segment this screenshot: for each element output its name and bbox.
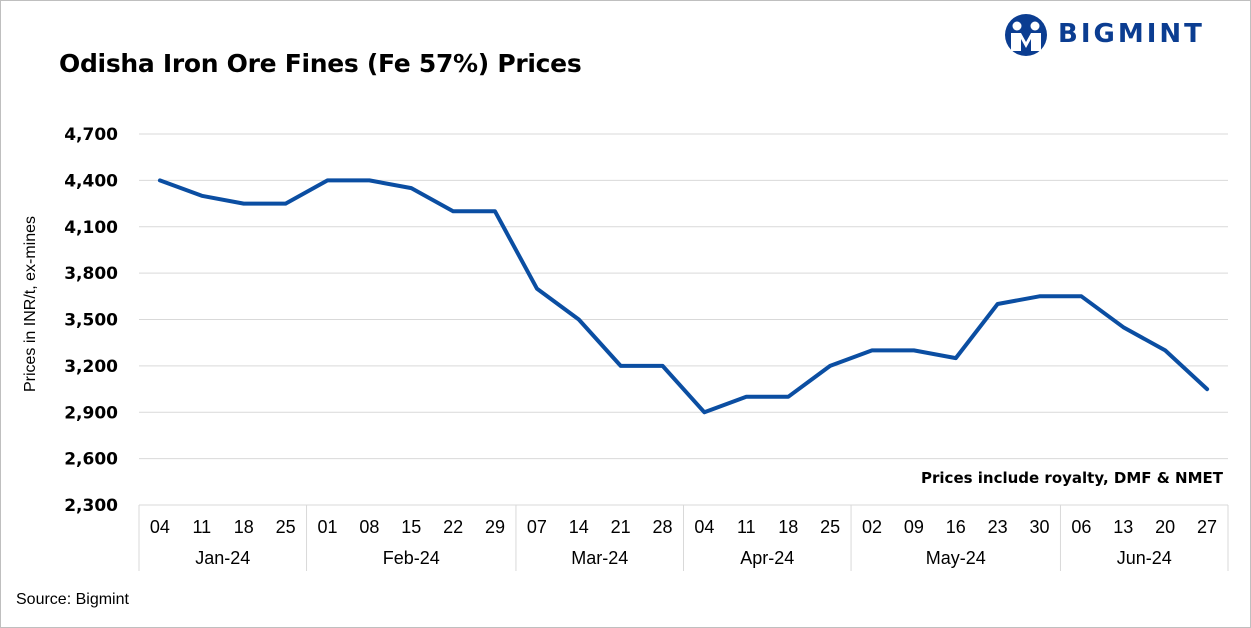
x-tick-label: 07 [527, 517, 547, 537]
x-group-label: May-24 [926, 548, 986, 568]
x-tick-label: 30 [1030, 517, 1050, 537]
y-tick-label: 4,700 [64, 125, 118, 145]
y-axis-label: Prices in INR/t, ex-mines [22, 216, 39, 392]
x-group-label: Feb-24 [383, 548, 440, 568]
x-tick-label: 20 [1155, 517, 1175, 537]
y-tick-label: 2,300 [64, 496, 118, 516]
x-tick-label: 11 [737, 517, 756, 537]
grid-lines [139, 133, 1228, 460]
x-tick-label: 09 [904, 517, 924, 537]
x-tick-label: 23 [988, 517, 1008, 537]
y-tick-label: 3,200 [64, 357, 118, 377]
brand-wordmark: BIGMINT [1058, 19, 1205, 49]
y-tick-label: 2,900 [64, 403, 118, 423]
x-tick-label: 04 [694, 517, 714, 537]
y-tick-label: 4,400 [64, 171, 118, 191]
x-tick-label: 28 [653, 517, 673, 537]
x-tick-label: 21 [611, 517, 631, 537]
x-tick-label: 18 [778, 517, 798, 537]
x-axis: 04 11 18 25 01 08 15 22 29 07 14 21 28 04 11 18 25 02 09 16… [138, 504, 1229, 571]
x-tick-label: 14 [569, 517, 589, 537]
x-tick-label: 29 [485, 517, 505, 537]
bigmint-logo-icon [1005, 14, 1047, 56]
x-tick-label: 18 [234, 517, 254, 537]
y-tick-label: 4,100 [64, 218, 118, 238]
y-tick-label: 2,600 [64, 450, 118, 470]
x-tick-label: 25 [820, 517, 840, 537]
x-tick-label: 04 [150, 517, 170, 537]
y-axis-ticks: 2,300 2,600 2,900 3,200 3,500 3,800 4,100 4,400… [64, 125, 118, 516]
x-tick-label: 06 [1071, 517, 1091, 537]
series-line [157, 178, 1210, 415]
x-tick-label: 13 [1113, 517, 1133, 537]
x-tick-label: 16 [946, 517, 966, 537]
source-note: Source: Bigmint [16, 591, 129, 608]
x-tick-label: 15 [401, 517, 421, 537]
x-group-label: Jan-24 [195, 548, 250, 568]
x-tick-label: 25 [276, 517, 296, 537]
x-tick-label: 27 [1197, 517, 1217, 537]
x-group-label: Jun-24 [1117, 548, 1172, 568]
x-tick-label: 02 [862, 517, 882, 537]
x-tick-label: 08 [359, 517, 379, 537]
chart-title: Odisha Iron Ore Fines (Fe 57%) Prices [59, 49, 582, 78]
chart-annotation: Prices include royalty, DMF & NMET [921, 469, 1224, 487]
x-group-label: Apr-24 [740, 548, 794, 568]
x-tick-label: 22 [443, 517, 463, 537]
brand-logo: BIGMINT [1004, 13, 1240, 57]
x-group-label: Mar-24 [571, 548, 628, 568]
y-tick-label: 3,500 [64, 311, 118, 331]
x-tick-label: 11 [192, 517, 211, 537]
series-layer [157, 178, 1210, 415]
y-tick-label: 3,800 [64, 264, 118, 284]
x-tick-label: 01 [317, 517, 337, 537]
